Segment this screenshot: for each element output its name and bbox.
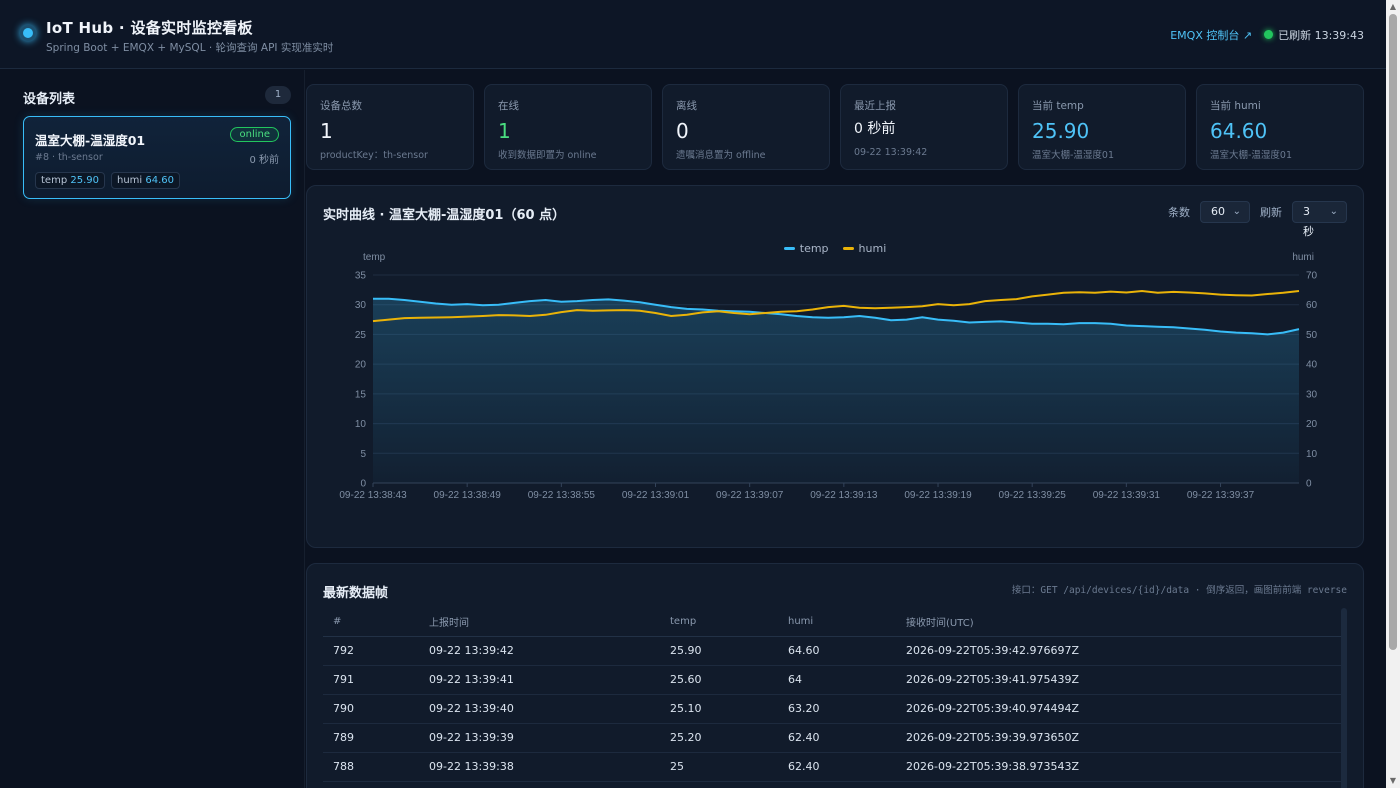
- refresh-select[interactable]: 3 秒 ⌄: [1292, 201, 1347, 238]
- y-tick-label-right: 40: [1306, 360, 1318, 371]
- device-card[interactable]: 温室大棚-温湿度01 online #8 · th-sensor 0 秒前 te…: [23, 116, 291, 199]
- table-row: 792 09-22 13:39:42 25.90 64.60 2026-09-22T05…: [323, 636, 1341, 666]
- stat-value: 0: [676, 119, 689, 143]
- sidebar: 设备列表 1 温室大棚-温湿度01 online #8 · th-sensor …: [0, 70, 305, 788]
- y-tick-label-right: 0: [1306, 479, 1312, 490]
- scroll-up-icon[interactable]: ▲: [1389, 2, 1397, 11]
- col-header: 上报时间: [419, 608, 660, 637]
- device-list-title: 设备列表: [23, 92, 76, 107]
- status-badge: online: [230, 127, 279, 142]
- y-tick-label-left: 0: [360, 479, 366, 490]
- refresh-status: 已刷新 13:39:43: [1278, 29, 1364, 42]
- device-name: 温室大棚-温湿度01: [35, 133, 146, 148]
- y-tick-label-right: 20: [1306, 419, 1318, 430]
- legend-swatch: [842, 247, 854, 250]
- table-header-row: # 上报时间 temp humi 接收时间(UTC): [323, 608, 1341, 637]
- device-count-badge: 1: [265, 86, 291, 104]
- app-header: IoT Hub · 设备实时监控看板 Spring Boot + EMQX + …: [0, 0, 1386, 69]
- y-tick-label-right: 10: [1306, 449, 1318, 460]
- y-axis-label-right: humi: [1292, 252, 1314, 263]
- y-tick-label-left: 20: [355, 360, 367, 371]
- x-tick-label: 09-22 13:39:01: [622, 490, 690, 501]
- series-line-humi: [372, 289, 1300, 323]
- refresh-indicator: 已刷新 13:39:43: [1264, 27, 1364, 43]
- chevron-down-icon: ⌄: [1329, 206, 1338, 217]
- emqx-console-link[interactable]: EMQX 控制台 ↗: [1170, 29, 1253, 42]
- col-header: temp: [660, 608, 778, 637]
- table-scrollbar[interactable]: [1341, 608, 1347, 788]
- tag-temp: temp 25.90: [35, 172, 105, 189]
- x-tick-label: 09-22 13:39:07: [716, 490, 784, 501]
- y-tick-label-right: 50: [1306, 330, 1318, 341]
- legend-item-humi[interactable]: humi: [842, 242, 886, 255]
- stat-card-total: 设备总数 1 productKey：th-sensor: [306, 84, 474, 170]
- stat-value: 25.90: [1032, 119, 1090, 143]
- stat-value: 1: [320, 119, 333, 143]
- temp-area: [373, 298, 1299, 483]
- legend-item-temp[interactable]: temp: [783, 242, 829, 255]
- x-tick-label: 09-22 13:39:19: [904, 490, 972, 501]
- x-tick-label: 09-22 13:38:43: [339, 490, 407, 501]
- y-tick-label-right: 60: [1306, 300, 1318, 311]
- y-tick-label-left: 25: [355, 330, 367, 341]
- api-note: 接口：GET /api/devices/{id}/data · 倒序返回，画图前…: [1011, 585, 1347, 596]
- chart-title: 实时曲线 · 温室大棚-温湿度01（60 点）: [323, 208, 566, 223]
- y-tick-label-left: 30: [355, 300, 367, 311]
- page-scrollbar[interactable]: ▲ ▼: [1386, 0, 1400, 788]
- table-row: 791 09-22 13:39:41 25.60 64 2026-09-22T05:39…: [323, 665, 1341, 695]
- y-axis-label-left: temp: [363, 252, 386, 263]
- y-tick-label-right: 70: [1306, 271, 1318, 282]
- stat-card-temp: 当前 temp 25.90 温室大棚-温湿度01: [1018, 84, 1186, 170]
- y-tick-label-left: 15: [355, 389, 367, 400]
- y-tick-label-left: 10: [355, 419, 367, 430]
- stat-card-last-report: 最近上报 0 秒前 09-22 13:39:42: [840, 84, 1008, 170]
- count-label: 条数: [1168, 206, 1190, 219]
- status-dot-icon: [1264, 30, 1274, 39]
- legend-swatch: [783, 247, 795, 250]
- scroll-down-icon[interactable]: ▼: [1389, 776, 1397, 785]
- table-row: 790 09-22 13:39:40 25.10 63.20 2026-09-22T05…: [323, 694, 1341, 724]
- stat-value: 0 秒前: [854, 121, 896, 137]
- col-header: 接收时间(UTC): [896, 608, 1341, 637]
- stat-value: 64.60: [1210, 119, 1268, 143]
- x-tick-label: 09-22 13:38:49: [434, 490, 502, 501]
- app-title: IoT Hub · 设备实时监控看板: [46, 19, 253, 37]
- count-select[interactable]: 60 ⌄: [1200, 201, 1250, 223]
- series-line-temp: [373, 297, 1300, 336]
- y-tick-label-right: 30: [1306, 389, 1318, 400]
- x-tick-label: 09-22 13:39:31: [1093, 490, 1161, 501]
- x-tick-label: 09-22 13:39:13: [810, 490, 878, 501]
- data-table: # 上报时间 temp humi 接收时间(UTC) 792 09-22 13:3…: [323, 608, 1341, 782]
- stat-card-humi: 当前 humi 64.60 温室大棚-温湿度01: [1196, 84, 1364, 170]
- table-panel: 最新数据帧 接口：GET /api/devices/{id}/data · 倒序…: [306, 563, 1364, 788]
- refresh-label: 刷新: [1260, 206, 1282, 219]
- device-meta: #8 · th-sensor: [35, 152, 103, 163]
- table-row: 789 09-22 13:39:39 25.20 62.40 2026-09-22T05…: [323, 723, 1341, 753]
- y-tick-label-left: 35: [355, 271, 367, 282]
- device-last-seen: 0 秒前: [249, 155, 279, 166]
- tag-humi: humi 64.60: [111, 172, 181, 189]
- line-chart: 0 5 10 15 20 25 30 35 0 10 20 30 40 50 60 70 temp humi 09-…: [339, 252, 1318, 501]
- x-tick-label: 09-22 13:38:55: [528, 490, 596, 501]
- chart-legend: temp humi: [307, 242, 1363, 255]
- chart-panel: 实时曲线 · 温室大棚-温湿度01（60 点） 条数 60 ⌄ 刷新 3 秒 ⌄ t…: [306, 185, 1364, 548]
- table-row: 788 09-22 13:39:38 25 62.40 2026-09-22T05:39…: [323, 752, 1341, 782]
- stat-value: 1: [498, 119, 511, 143]
- col-header: #: [323, 608, 419, 637]
- chevron-down-icon: ⌄: [1232, 206, 1241, 217]
- app-subtitle: Spring Boot + EMQX + MySQL · 轮询查询 API 实现…: [46, 42, 334, 54]
- table-title: 最新数据帧: [323, 586, 389, 601]
- y-tick-label-left: 5: [360, 449, 366, 460]
- x-tick-label: 09-22 13:39:37: [1187, 490, 1255, 501]
- col-header: humi: [778, 608, 896, 637]
- scrollbar-thumb[interactable]: [1389, 14, 1397, 650]
- stat-card-online: 在线 1 收到数据即置为 online: [484, 84, 652, 170]
- x-tick-label: 09-22 13:39:25: [999, 490, 1067, 501]
- stat-card-offline: 离线 0 遗嘱消息置为 offline: [662, 84, 830, 170]
- logo-icon: [20, 25, 36, 41]
